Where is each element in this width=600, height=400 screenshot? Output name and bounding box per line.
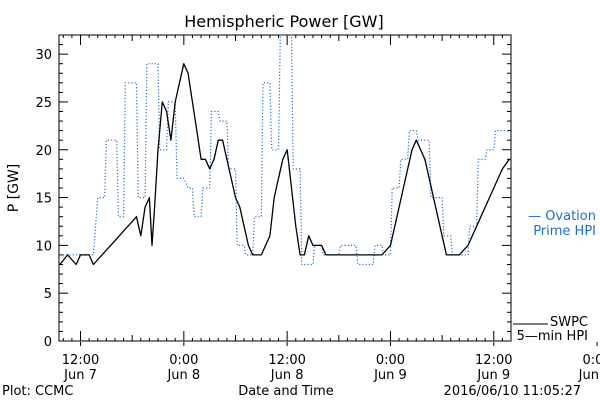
- chart-title: Hemispheric Power [GW]: [184, 12, 383, 31]
- y-axis: 0 5 10 15 20 25 30: [35, 34, 511, 350]
- footer-timestamp: 2016/06/10 11:05:27: [444, 384, 581, 399]
- y-tick-label: 30: [35, 48, 52, 63]
- x-tick-label-time: 0:00: [582, 353, 600, 368]
- x-axis-label: Date and Time: [238, 384, 334, 399]
- x-tick-label-time: 12:00: [268, 353, 305, 368]
- footer-plot-source: Plot: CCMC: [2, 384, 73, 399]
- legend-ovation-line1: — Ovation: [528, 209, 596, 224]
- legend-swpc-5min-hpi: SWPC 5—min HPI: [513, 315, 588, 344]
- x-tick-label-date: Jun10: [578, 368, 600, 383]
- legend-ovation-line2: Prime HPI: [533, 224, 596, 239]
- series-swpc-hpi-line: [59, 63, 510, 266]
- plot-frame: [58, 34, 512, 342]
- y-tick-label: 20: [35, 144, 52, 159]
- y-tick-label: 0: [44, 335, 52, 350]
- y-axis-label: P [GW]: [6, 164, 22, 213]
- series-layer: [59, 34, 510, 266]
- series-ovation-prime-hpi-line: [59, 34, 510, 266]
- x-tick-label-date: Jun 9: [373, 368, 407, 383]
- y-tick-label: 10: [35, 239, 52, 254]
- x-tick-label-date: Jun 9: [476, 368, 510, 383]
- x-tick-label-date: Jun 8: [270, 368, 304, 383]
- x-tick-label-time: 0:00: [169, 353, 198, 368]
- y-tick-label: 5: [44, 287, 52, 302]
- x-tick-label-time: 0:00: [376, 353, 405, 368]
- y-tick-label: 15: [35, 192, 52, 207]
- x-tick-label-time: 12:00: [475, 353, 512, 368]
- legend-ovation-prime-hpi: — Ovation Prime HPI: [528, 209, 596, 239]
- y-tick-label: 25: [35, 96, 52, 111]
- x-tick-label-time: 12:00: [62, 353, 99, 368]
- x-tick-label-date: Jun 7: [63, 368, 97, 383]
- legend-swpc-line1: SWPC: [550, 315, 588, 330]
- x-tick-label-date: Jun 8: [166, 368, 200, 383]
- legend-swpc-line2: 5—min HPI: [517, 329, 588, 344]
